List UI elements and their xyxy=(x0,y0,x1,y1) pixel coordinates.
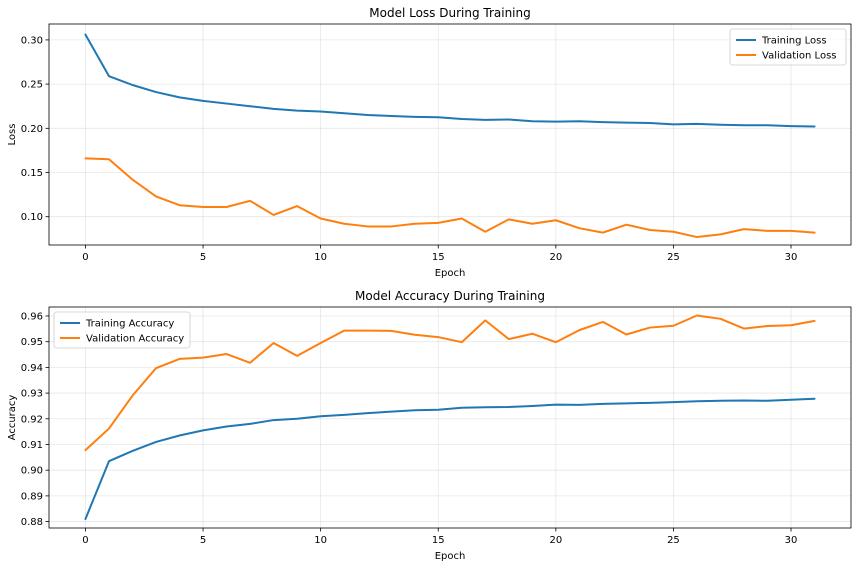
accuracy-y-tick-label: 0.88 xyxy=(21,517,43,528)
accuracy-x-tick-label: 5 xyxy=(200,535,206,546)
loss-series-validation-line xyxy=(84,157,816,239)
accuracy-series-validation-line xyxy=(84,314,816,452)
accuracy-y-tick-label: 0.96 xyxy=(21,311,43,322)
loss-legend-label: Training Loss xyxy=(761,36,827,47)
loss-x-tick-label: 30 xyxy=(785,252,798,263)
accuracy-x-tick-label: 25 xyxy=(667,535,680,546)
accuracy-y-tick-label: 0.92 xyxy=(21,414,43,425)
loss-x-tick-label: 20 xyxy=(549,252,562,263)
accuracy-x-tick-label: 0 xyxy=(82,535,88,546)
accuracy-legend: Training Accuracy Validation Accuracy xyxy=(53,311,191,349)
accuracy-legend-label: Validation Accuracy xyxy=(86,334,184,345)
accuracy-x-tick-label: 10 xyxy=(314,535,327,546)
loss-x-tick-label: 10 xyxy=(314,252,327,263)
loss-chart: 0 5 10 15 20 25 30 0.10 0.15 0.20 0.25 0.30 Model Lo… xyxy=(7,6,852,279)
loss-x-tick-label: 15 xyxy=(432,252,445,263)
loss-series-training-line xyxy=(84,33,816,128)
accuracy-y-axis-label: Accuracy xyxy=(7,395,18,441)
accuracy-y-tick-label: 0.90 xyxy=(21,466,43,477)
loss-y-tick-label: 0.30 xyxy=(21,35,43,46)
accuracy-plot-frame xyxy=(48,306,852,529)
loss-x-tick-label: 5 xyxy=(200,252,206,263)
accuracy-y-tick-label: 0.94 xyxy=(21,363,43,374)
loss-x-tick-label: 25 xyxy=(667,252,680,263)
loss-plot-frame xyxy=(48,23,852,246)
accuracy-y-tick-label: 0.93 xyxy=(21,389,43,400)
accuracy-y-tick-label: 0.89 xyxy=(21,491,43,502)
accuracy-y-tick-label: 0.91 xyxy=(21,440,43,451)
accuracy-series-training-line xyxy=(84,397,816,521)
accuracy-x-axis-label: Epoch xyxy=(435,551,466,562)
accuracy-x-tick-label: 15 xyxy=(432,535,445,546)
loss-y-tick-label: 0.10 xyxy=(21,212,43,223)
accuracy-x-tick-label: 30 xyxy=(785,535,798,546)
loss-y-tick-label: 0.15 xyxy=(21,168,43,179)
accuracy-legend-box xyxy=(53,311,191,349)
loss-y-tick-label: 0.20 xyxy=(21,124,43,135)
accuracy-y-tick-label: 0.95 xyxy=(21,337,43,348)
loss-x-axis-label: Epoch xyxy=(435,268,466,279)
accuracy-chart-title: Model Accuracy During Training xyxy=(355,289,545,303)
loss-x-tick-label: 0 xyxy=(82,252,88,263)
loss-legend: Training Loss Validation Loss xyxy=(729,28,847,66)
loss-y-axis-label: Loss xyxy=(7,124,18,146)
loss-legend-label: Validation Loss xyxy=(762,51,837,62)
accuracy-chart: 0 5 10 15 20 25 30 0.88 0.89 0.90 0.91 0.92 0.93 0.94… xyxy=(7,289,852,562)
loss-legend-box xyxy=(729,28,847,66)
accuracy-legend-label: Training Accuracy xyxy=(85,319,174,330)
loss-chart-title: Model Loss During Training xyxy=(369,6,530,20)
loss-y-tick-label: 0.25 xyxy=(21,80,43,91)
accuracy-x-tick-label: 20 xyxy=(549,535,562,546)
